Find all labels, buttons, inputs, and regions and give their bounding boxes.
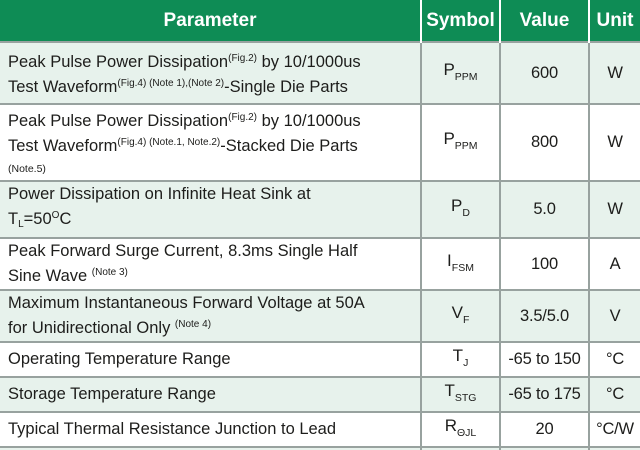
unit-cell: W bbox=[588, 180, 640, 238]
symbol-text: PPPM bbox=[443, 59, 478, 83]
value-cell: 20 bbox=[499, 411, 589, 447]
col-header-parameter: Parameter bbox=[0, 0, 421, 42]
param-cell: Typical Thermal Resistance Junction to A… bbox=[0, 446, 421, 450]
table-body: Peak Pulse Power Dissipation(Fig.2) by 1… bbox=[0, 41, 640, 450]
param-text: Storage Temperature Range bbox=[8, 385, 216, 403]
param-text: (Note.5) bbox=[8, 163, 46, 175]
symbol-text: VF bbox=[451, 302, 470, 326]
symbol-cell: PD bbox=[420, 180, 500, 238]
value-cell: 800 bbox=[499, 103, 589, 181]
param-cell: Operating Temperature Range bbox=[0, 341, 421, 377]
table-row: Maximum Instantaneous Forward Voltage at… bbox=[0, 289, 640, 342]
table-row: Storage Temperature Range TSTG -65 to 175 °… bbox=[0, 376, 640, 412]
table-row: Peak Pulse Power Dissipation(Fig.2) by 1… bbox=[0, 41, 640, 104]
unit-cell: °C bbox=[588, 376, 640, 412]
symbol-cell: TSTG bbox=[420, 376, 500, 412]
symbol-text: PPPM bbox=[443, 129, 478, 152]
col-header-unit: Unit bbox=[588, 0, 640, 42]
superscript-note: (Fig.2) bbox=[228, 112, 258, 123]
table-row: Peak Pulse Power Dissipation(Fig.2) by 1… bbox=[0, 103, 640, 181]
unit-cell: °C bbox=[588, 341, 640, 377]
param-text: Peak Pulse Power Dissipation bbox=[8, 53, 229, 71]
param-text: Sine Wave bbox=[8, 267, 92, 285]
param-cell: Peak Forward Surge Current, 8.3ms Single… bbox=[0, 237, 421, 290]
param-text: Typical Thermal Resistance Junction to L… bbox=[8, 420, 337, 438]
param-text: C bbox=[59, 210, 72, 228]
superscript-note: (Fig.4) (Note 1),(Note 2) bbox=[117, 78, 225, 89]
unit-cell: V bbox=[588, 289, 640, 342]
param-cell: Storage Temperature Range bbox=[0, 376, 421, 412]
value-cell: 600 bbox=[499, 41, 589, 104]
value-cell: -65 to 150 bbox=[499, 341, 589, 377]
param-text: Operating Temperature Range bbox=[8, 350, 231, 368]
value-cell: 100 bbox=[499, 237, 589, 290]
param-text: by 10/1000us bbox=[257, 53, 361, 71]
param-text: -Single Die Parts bbox=[224, 78, 348, 96]
param-cell: Maximum Instantaneous Forward Voltage at… bbox=[0, 289, 421, 342]
param-text: Test Waveform bbox=[8, 78, 118, 96]
param-text: Peak Pulse Power Dissipation bbox=[8, 112, 229, 130]
table-row: Typical Thermal Resistance Junction to L… bbox=[0, 411, 640, 447]
unit-cell: °C/W bbox=[588, 446, 640, 450]
unit-cell: A bbox=[588, 237, 640, 290]
param-text: for Unidirectional Only bbox=[8, 319, 175, 337]
symbol-text: TSTG bbox=[444, 381, 477, 404]
table-header: Parameter Symbol Value Unit bbox=[0, 0, 640, 42]
value-cell: 100 bbox=[499, 446, 589, 450]
param-cell: Peak Pulse Power Dissipation(Fig.2) by 1… bbox=[0, 103, 421, 181]
table-row: Peak Forward Surge Current, 8.3ms Single… bbox=[0, 237, 640, 290]
symbol-text: TJ bbox=[452, 346, 469, 369]
param-text: -Stacked Die Parts bbox=[220, 137, 358, 155]
symbol-cell: VF bbox=[420, 289, 500, 342]
symbol-text: RΘJL bbox=[444, 416, 477, 439]
value-cell: 3.5/5.0 bbox=[499, 289, 589, 342]
param-text: Test Waveform bbox=[8, 137, 118, 155]
symbol-text: IFSM bbox=[447, 250, 474, 274]
param-text: T bbox=[8, 210, 19, 228]
superscript-note: O bbox=[51, 210, 60, 221]
superscript-note: (Note 3) bbox=[91, 267, 128, 278]
param-cell: Typical Thermal Resistance Junction to L… bbox=[0, 411, 421, 447]
symbol-cell: PPPM bbox=[420, 41, 500, 104]
param-text: L bbox=[18, 219, 24, 230]
param-cell: Power Dissipation on Infinite Heat Sink … bbox=[0, 180, 421, 238]
table-row: Typical Thermal Resistance Junction to A… bbox=[0, 446, 640, 450]
param-text: by 10/1000us bbox=[257, 112, 361, 130]
header-row: Parameter Symbol Value Unit bbox=[0, 0, 640, 42]
symbol-cell: TJ bbox=[420, 341, 500, 377]
symbol-cell: PPPM bbox=[420, 103, 500, 181]
superscript-note: (Fig.4) (Note.1, Note.2) bbox=[117, 137, 221, 148]
symbol-cell: RΘJL bbox=[420, 411, 500, 447]
unit-cell: °C/W bbox=[588, 411, 640, 447]
param-text: Maximum Instantaneous Forward Voltage at… bbox=[8, 294, 365, 312]
symbol-cell: IFSM bbox=[420, 237, 500, 290]
param-text: Peak Forward Surge Current, 8.3ms Single… bbox=[8, 242, 358, 260]
table-row: Operating Temperature Range TJ -65 to 150 °… bbox=[0, 341, 640, 377]
superscript-note: (Note 4) bbox=[174, 319, 212, 330]
col-header-value: Value bbox=[499, 0, 589, 42]
unit-cell: W bbox=[588, 41, 640, 104]
col-header-symbol: Symbol bbox=[420, 0, 500, 42]
param-text: Power Dissipation on Infinite Heat Sink … bbox=[8, 185, 311, 203]
value-cell: 5.0 bbox=[499, 180, 589, 238]
symbol-text: PD bbox=[451, 196, 470, 219]
param-text: =50 bbox=[23, 210, 52, 228]
superscript-note: (Fig.2) bbox=[228, 53, 258, 64]
table-row: Power Dissipation on Infinite Heat Sink … bbox=[0, 180, 640, 238]
value-cell: -65 to 175 bbox=[499, 376, 589, 412]
param-cell: Peak Pulse Power Dissipation(Fig.2) by 1… bbox=[0, 41, 421, 104]
symbol-cell: RΘJA bbox=[420, 446, 500, 450]
unit-cell: W bbox=[588, 103, 640, 181]
